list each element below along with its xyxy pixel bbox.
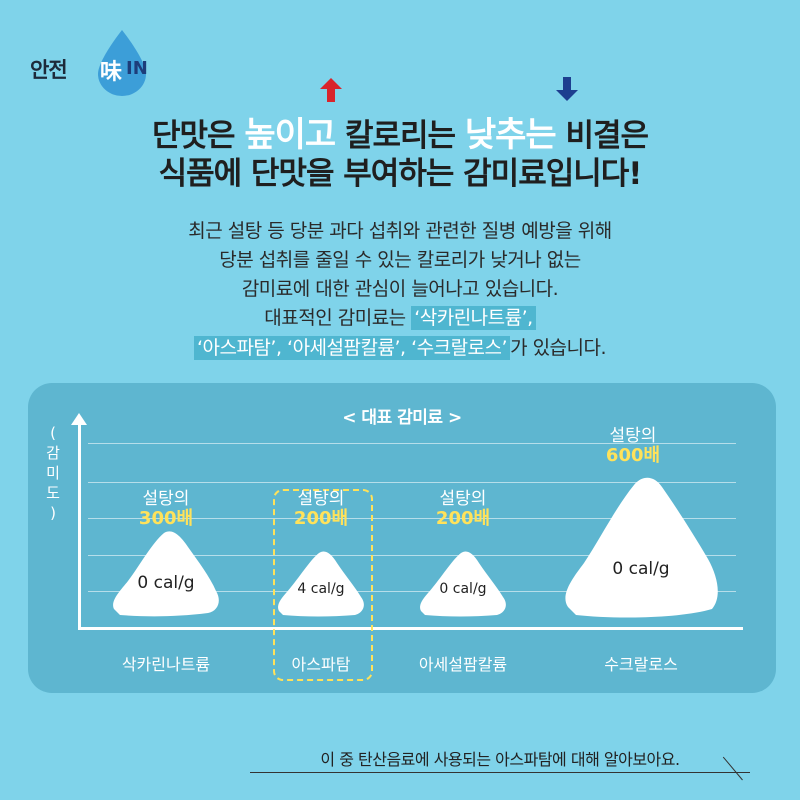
- x-axis: [78, 627, 743, 630]
- sweetener-panel: < 대표 감미료 > ( 감 미 도 ) 설탕의 300배 0 cal/g 설탕…: [28, 383, 776, 693]
- sweetness-prefix: 설탕의: [297, 489, 345, 509]
- body-line3: 감미료에 대한 관심이 늘어나고 있습니다.: [241, 278, 559, 300]
- y-axis-arrow-icon: [71, 413, 87, 425]
- body-line4: 대표적인 감미료는 ‘삭카린나트륨’,: [0, 303, 800, 330]
- body-line4-highlight: ‘삭카린나트륨’,: [411, 306, 536, 330]
- sweetness-ratio: 600배: [605, 445, 661, 466]
- y-axis: [78, 423, 81, 629]
- body-line1: 최근 설탕 등 당분 과다 섭취와 관련한 질병 예방을 위해: [188, 220, 612, 242]
- aspartame-highlight-box: [273, 489, 373, 681]
- footer-underline: [250, 772, 750, 773]
- sugar-mound-icon: [420, 551, 506, 617]
- sweetness-ratio: 300배: [138, 508, 194, 529]
- calorie-label-1: 0 cal/g: [137, 573, 195, 593]
- x-label-saccharin: 삭카린나트륨: [121, 655, 211, 674]
- gridline: [88, 482, 736, 483]
- sugar-mound-icon: [113, 531, 219, 617]
- sweetness-prefix: 설탕의: [439, 489, 487, 509]
- sweetness-label-3: 설탕의 200배: [423, 489, 503, 529]
- sugar-mound-icon: [278, 551, 364, 617]
- panel-title: < 대표 감미료 >: [342, 408, 462, 428]
- sweetness-prefix: 설탕의: [609, 426, 657, 446]
- x-label-aspartame: 아스파탐: [291, 655, 351, 674]
- arrow-up-icon: [320, 78, 342, 102]
- headline-line2: 식품에 단맛을 부여하는 감미료입니다!: [158, 156, 643, 192]
- body-line5: ‘아스파탐’, ‘아세설팜칼륨’, ‘수크랄로스’ 가 있습니다.: [0, 333, 800, 360]
- headline-line1: 단맛은 높이고 칼로리는 낮추는 비결은: [0, 107, 800, 156]
- headline-part-b: 칼로리는: [335, 118, 465, 154]
- water-drop-icon: [98, 30, 146, 96]
- logo-han: 味: [100, 60, 123, 85]
- footer-caption: 이 중 탄산음료에 사용되는 아스파탐에 대해 알아보아요.: [320, 750, 680, 769]
- sweetness-ratio: 200배: [435, 508, 491, 529]
- x-label-acesulfame: 아세설팜칼륨: [418, 655, 508, 674]
- logo-in: IN: [126, 58, 148, 79]
- headline-part-c: 비결은: [555, 118, 649, 154]
- headline-part-a: 단맛은: [151, 118, 245, 154]
- body-line5-highlight: ‘아스파탐’, ‘아세설팜칼륨’, ‘수크랄로스’: [193, 336, 511, 360]
- arrow-down-icon: [556, 77, 578, 101]
- body-line2: 당분 섭취를 줄일 수 있는 칼로리가 낮거나 없는: [219, 249, 581, 271]
- gridline: [88, 518, 736, 519]
- calorie-label-3: 0 cal/g: [439, 581, 487, 597]
- sweetness-label-1: 설탕의 300배: [126, 489, 206, 529]
- sweetness-ratio: 200배: [293, 508, 349, 529]
- body-line5-text: 가 있습니다.: [510, 337, 607, 359]
- gridline: [88, 555, 736, 556]
- brand-logo: 안전 味 IN: [30, 28, 170, 96]
- headline-emph-down: 낮추는: [464, 115, 557, 155]
- calorie-label-2: 4 cal/g: [297, 581, 345, 597]
- sweetness-prefix: 설탕의: [142, 489, 190, 509]
- sugar-mound-icon: [565, 477, 718, 618]
- logo-text: 안전: [30, 58, 68, 82]
- x-label-sucralose: 수크랄로스: [604, 655, 678, 674]
- sweetness-label-4: 설탕의 600배: [593, 426, 673, 466]
- y-axis-label: ( 감 미 도 ): [46, 424, 60, 522]
- gridline: [88, 443, 736, 444]
- headline-emph-up: 높이고: [244, 115, 336, 155]
- gridline: [88, 591, 736, 592]
- calorie-label-4: 0 cal/g: [612, 559, 670, 579]
- sweetness-label-2: 설탕의 200배: [281, 489, 361, 529]
- body-line4-text: 대표적인 감미료는: [264, 307, 412, 329]
